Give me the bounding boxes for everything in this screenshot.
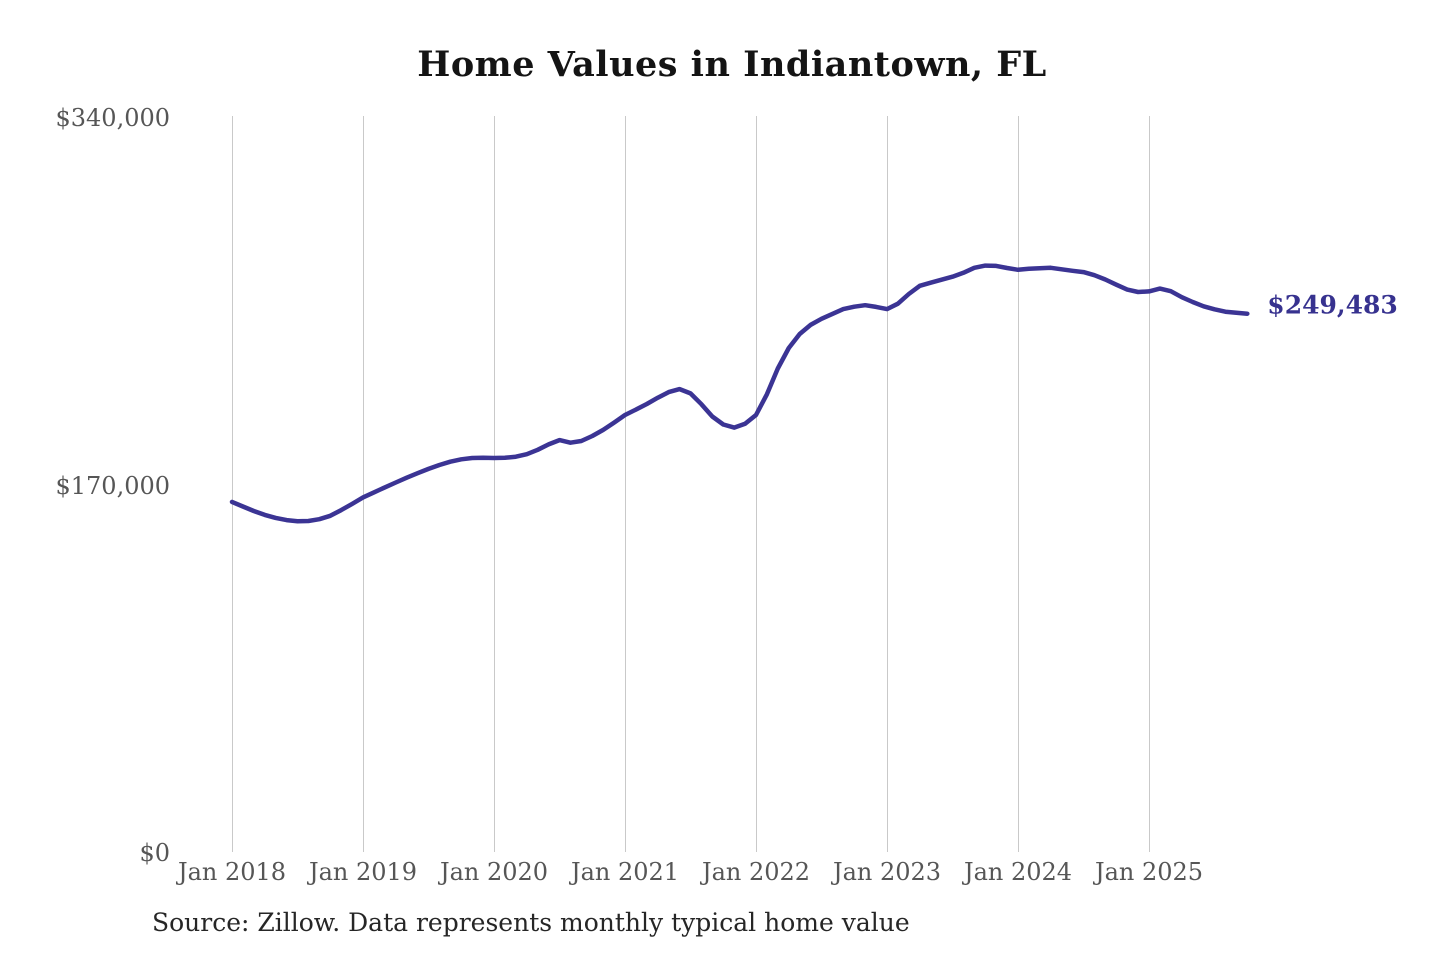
- y-tick-label-340000: $340,000: [55, 104, 170, 132]
- chart-title: Home Values in Indiantown, FL: [417, 44, 1047, 85]
- x-tick-label-2024-01: Jan 2024: [963, 858, 1073, 886]
- x-tick-label-2019-01: Jan 2019: [308, 858, 418, 886]
- x-tick-label-2023-01: Jan 2023: [832, 858, 942, 886]
- gridline-2019-01: [363, 116, 364, 852]
- gridline-2025-01: [1149, 116, 1150, 852]
- gridline-2023-01: [887, 116, 888, 852]
- gridline-2024-01: [1018, 116, 1019, 852]
- gridline-2022-01: [756, 116, 757, 852]
- x-tick-label-2020-01: Jan 2020: [439, 858, 549, 886]
- source-note: Source: Zillow. Data represents monthly …: [152, 908, 910, 937]
- x-tick-label-2018-01: Jan 2018: [177, 858, 287, 886]
- gridline-2020-01: [494, 116, 495, 852]
- x-tick-label-2022-01: Jan 2022: [701, 858, 811, 886]
- gridline-2018-01: [232, 116, 233, 852]
- x-tick-label-2021-01: Jan 2021: [570, 858, 680, 886]
- y-tick-label-170000: $170,000: [55, 471, 170, 500]
- x-tick-label-2025-01: Jan 2025: [1094, 858, 1204, 886]
- y-tick-label-0: $0: [139, 839, 170, 867]
- home-value-line-series: [229, 263, 1250, 524]
- latest-value-label: $249,483: [1267, 290, 1398, 320]
- gridline-2021-01: [625, 116, 626, 852]
